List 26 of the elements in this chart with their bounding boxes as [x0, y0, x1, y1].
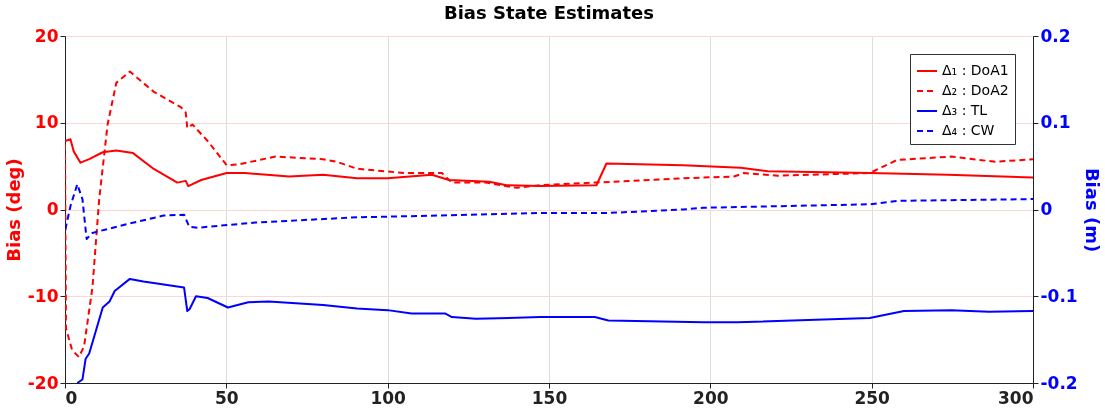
y-tick-label: 10 — [34, 112, 59, 133]
y2-tick-label: 0.1 — [1040, 112, 1071, 133]
y2-tick-label: 0.2 — [1040, 25, 1071, 46]
y2-axis-title: Bias (m) — [1081, 167, 1103, 253]
y-tick-label: 0 — [46, 199, 59, 219]
x-tick-label: 0 — [65, 387, 78, 408]
legend-label: Δ₄ : CW — [942, 122, 995, 138]
x-tick-label: 150 — [531, 387, 568, 408]
y2-tick-label: -0.1 — [1040, 285, 1078, 306]
y-tick-label: -10 — [27, 285, 59, 306]
chart-title: Bias State Estimates — [443, 2, 655, 23]
legend-label: Δ₂ : DoA2 — [942, 82, 1009, 98]
x-tick-label: 300 — [998, 387, 1034, 408]
legend-label: Δ₃ : TL — [942, 102, 988, 118]
y2-tick-label: 0 — [1040, 199, 1053, 219]
line-series — [65, 183, 1033, 240]
y-tick-label: 20 — [34, 25, 59, 46]
legend-label: Δ₁ : DoA1 — [942, 62, 1009, 78]
x-tick-label: 50 — [215, 387, 239, 408]
x-tick-label: 100 — [370, 387, 407, 408]
y2-tick-label: -0.2 — [1040, 372, 1078, 393]
line-series — [76, 277, 1033, 383]
x-tick-label: 250 — [854, 387, 891, 408]
y-tick-label: -20 — [27, 372, 59, 393]
x-tick-label: 200 — [693, 387, 729, 408]
y-axis-title: Bias (deg) — [2, 158, 24, 262]
